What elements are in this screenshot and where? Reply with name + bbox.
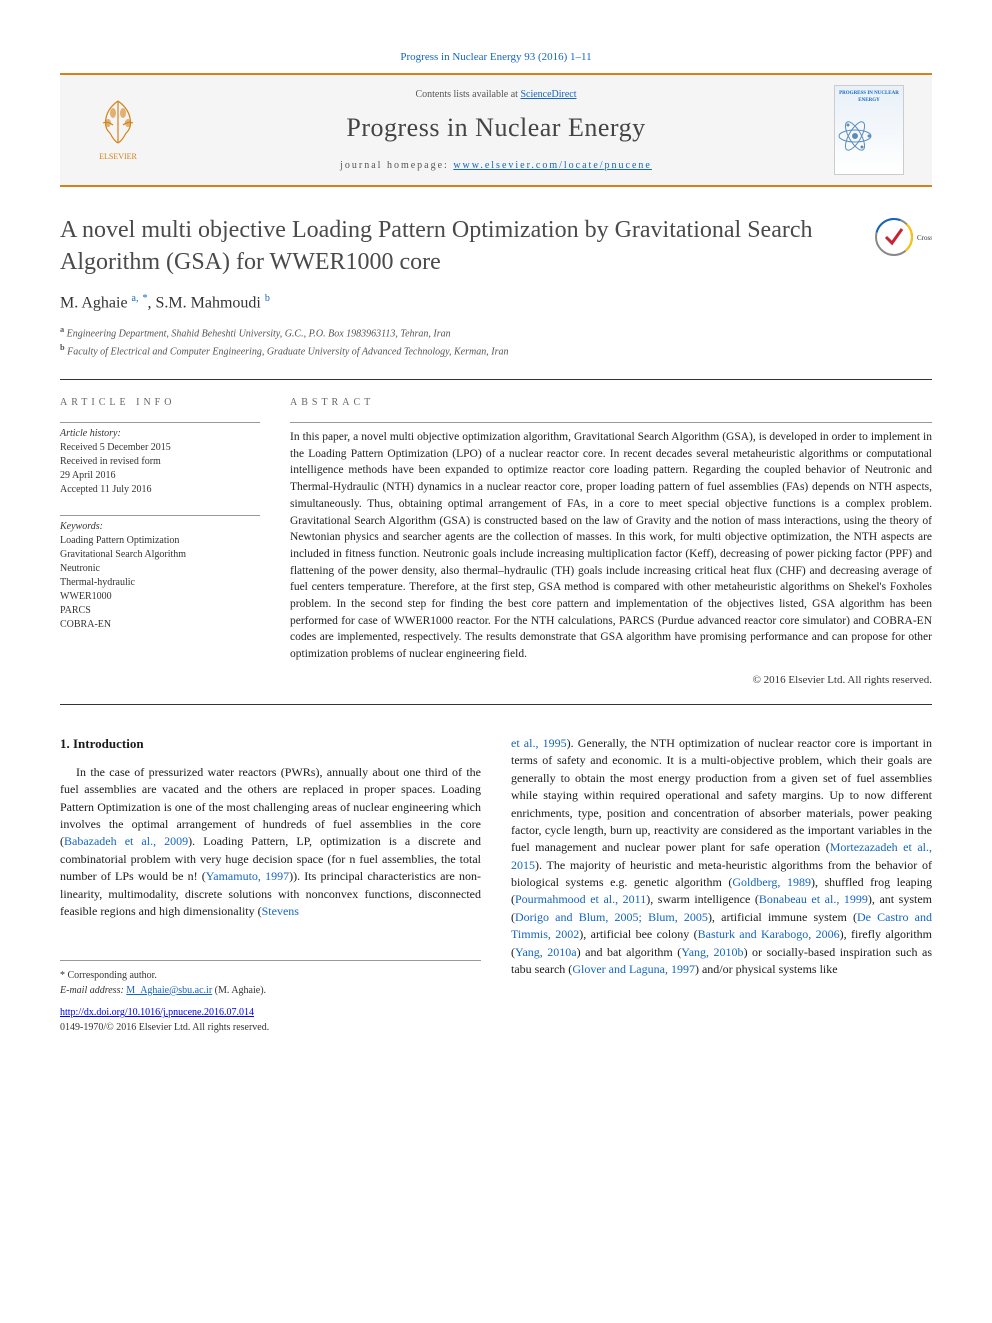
cite-glover[interactable]: Glover and Laguna, 1997 xyxy=(572,962,695,976)
contents-available-line: Contents lists available at ScienceDirec… xyxy=(158,88,834,102)
journal-cover-thumbnail: PROGRESS IN NUCLEAR ENERGY xyxy=(834,85,904,175)
citation-line: Progress in Nuclear Energy 93 (2016) 1–1… xyxy=(60,50,932,65)
publisher-logo-block: ELSEVIER xyxy=(78,93,158,168)
corresponding-author-footer: * Corresponding author. E-mail address: … xyxy=(60,960,481,998)
svg-text:ELSEVIER: ELSEVIER xyxy=(99,152,137,161)
cite-yang-a[interactable]: Yang, 2010a xyxy=(515,945,577,959)
authors-line: M. Aghaie a, *, S.M. Mahmoudi b xyxy=(60,292,932,315)
cite-dorigo[interactable]: Dorigo and Blum, 2005; Blum, 2005 xyxy=(515,910,708,924)
cite-mortezazadeh[interactable]: Mortezazadeh et al., 2015 xyxy=(511,840,932,871)
cite-stevens-cont[interactable]: et al., 1995 xyxy=(511,736,567,750)
abstract-heading: ABSTRACT xyxy=(290,396,932,410)
cite-yamamuto[interactable]: Yamamuto, 1997 xyxy=(206,869,289,883)
affiliation-b: Faculty of Electrical and Computer Engin… xyxy=(67,346,508,357)
divider-rule xyxy=(60,379,932,380)
elsevier-tree-icon: ELSEVIER xyxy=(88,93,148,163)
article-title: A novel multi objective Loading Pattern … xyxy=(60,215,856,277)
issn-copyright-line: 0149-1970/© 2016 Elsevier Ltd. All right… xyxy=(60,1021,481,1036)
doi-link[interactable]: http://dx.doi.org/10.1016/j.pnucene.2016… xyxy=(60,1007,254,1018)
email-label: E-mail address: xyxy=(60,985,126,996)
cite-goldberg[interactable]: Goldberg, 1989 xyxy=(732,875,811,889)
abstract-block: ABSTRACT In this paper, a novel multi ob… xyxy=(290,396,932,688)
affiliation-a: Engineering Department, Shahid Beheshti … xyxy=(67,329,451,340)
keywords-list: Loading Pattern Optimization Gravitation… xyxy=(60,534,260,632)
sciencedirect-link[interactable]: ScienceDirect xyxy=(520,89,576,100)
cite-bonabeau[interactable]: Bonabeau et al., 1999 xyxy=(759,892,868,906)
article-history-text: Received 5 December 2015 Received in rev… xyxy=(60,441,260,497)
cite-basturk[interactable]: Basturk and Karabogo, 2006 xyxy=(698,927,840,941)
intro-paragraph-right: et al., 1995). Generally, the NTH optimi… xyxy=(511,735,932,978)
body-col-right: et al., 1995). Generally, the NTH optimi… xyxy=(511,735,932,1035)
email-link[interactable]: M_Aghaie@sbu.ac.ir xyxy=(126,985,212,996)
email-author-suffix: (M. Aghaie). xyxy=(212,985,266,996)
cite-babazadeh[interactable]: Babazadeh et al., 2009 xyxy=(64,834,188,848)
journal-homepage-line: journal homepage: www.elsevier.com/locat… xyxy=(158,159,834,173)
corr-author-label: * Corresponding author. xyxy=(60,969,481,984)
journal-header: ELSEVIER Contents lists available at Sci… xyxy=(60,75,932,187)
journal-name: Progress in Nuclear Energy xyxy=(158,110,834,146)
article-info-block: ARTICLE INFO Article history: Received 5… xyxy=(60,396,260,688)
author-2: S.M. Mahmoudi xyxy=(156,294,261,311)
journal-cover-block: PROGRESS IN NUCLEAR ENERGY xyxy=(834,85,914,175)
section-1-heading: 1. Introduction xyxy=(60,735,481,754)
affiliations-block: a Engineering Department, Shahid Behesht… xyxy=(60,324,932,359)
abstract-copyright: © 2016 Elsevier Ltd. All rights reserved… xyxy=(290,673,932,688)
crossmark-icon[interactable]: CrossMark xyxy=(872,215,932,275)
article-history-label: Article history: xyxy=(60,422,260,441)
cite-pourmahmood[interactable]: Pourmahmood et al., 2011 xyxy=(515,892,646,906)
body-two-column: 1. Introduction In the case of pressuriz… xyxy=(60,735,932,1035)
atom-icon xyxy=(835,116,875,156)
divider-rule-2 xyxy=(60,704,932,705)
intro-paragraph-left: In the case of pressurized water reactor… xyxy=(60,764,481,921)
author-2-affil: b xyxy=(265,293,270,304)
author-1: M. Aghaie xyxy=(60,294,128,311)
svg-text:CrossMark: CrossMark xyxy=(917,234,932,242)
article-info-heading: ARTICLE INFO xyxy=(60,396,260,410)
body-col-left: 1. Introduction In the case of pressuriz… xyxy=(60,735,481,1035)
cite-stevens[interactable]: Stevens xyxy=(262,904,299,918)
author-1-corr-marker: * xyxy=(143,293,148,304)
journal-homepage-link[interactable]: www.elsevier.com/locate/pnucene xyxy=(453,160,652,171)
cite-yang-b[interactable]: Yang, 2010b xyxy=(681,945,743,959)
abstract-text: In this paper, a novel multi objective o… xyxy=(290,422,932,662)
keywords-label: Keywords: xyxy=(60,515,260,534)
author-1-affil: a, xyxy=(132,293,139,304)
